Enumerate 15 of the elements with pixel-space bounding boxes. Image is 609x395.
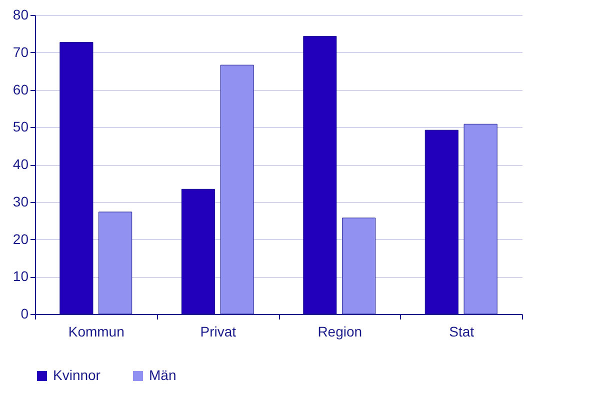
y-tick-label: 60 xyxy=(12,81,29,98)
y-tick-label: 10 xyxy=(12,268,29,284)
y-tick-label: 50 xyxy=(12,118,29,135)
y-tick-label: 70 xyxy=(12,44,29,60)
legend-label: Män xyxy=(149,367,176,383)
x-tick-label: Stat xyxy=(449,324,474,340)
y-tick-label: 80 xyxy=(12,6,29,22)
y-tick-label: 20 xyxy=(12,230,29,247)
y-tick-label: 40 xyxy=(12,156,29,172)
y-tick-label: 0 xyxy=(20,306,29,322)
x-tick-label: Region xyxy=(318,324,362,340)
x-tick-label: Privat xyxy=(200,324,236,340)
x-tick-label: Kommun xyxy=(68,324,124,340)
y-tick-label: 30 xyxy=(12,193,29,210)
legend-label: Kvinnor xyxy=(53,367,101,383)
